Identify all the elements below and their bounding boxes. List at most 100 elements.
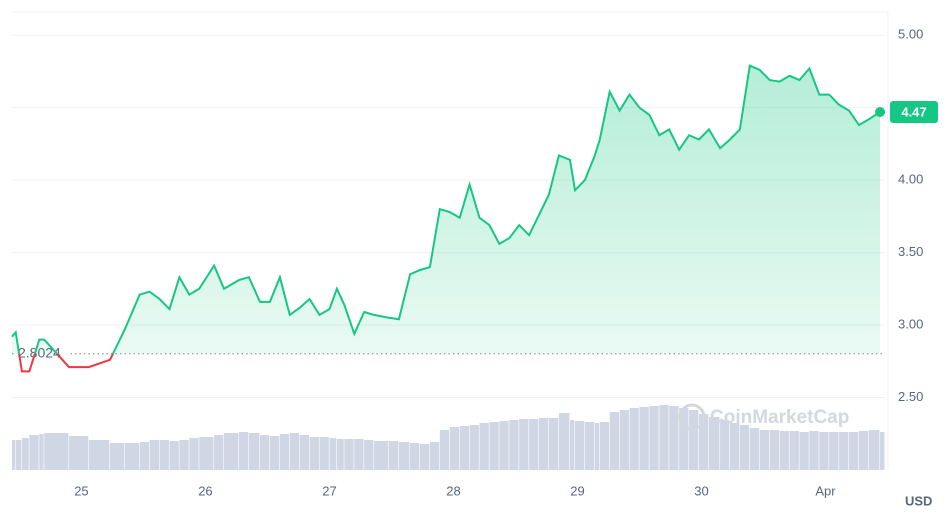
volume-bar	[499, 421, 509, 470]
volume-bar	[109, 443, 125, 470]
volume-bar	[819, 432, 829, 470]
volume-bar	[868, 430, 880, 470]
volume-bar	[769, 430, 779, 470]
volume-bar	[539, 418, 549, 470]
plot: 2.503.003.504.004.505.00252627282930AprC…	[11, 11, 938, 498]
volume-bar	[260, 435, 270, 470]
y-tick-label: 3.00	[898, 317, 923, 332]
volume-bar	[289, 433, 300, 470]
volume-bar	[44, 433, 69, 470]
x-tick-label: 28	[446, 483, 460, 498]
y-tick-label: 3.50	[898, 244, 923, 259]
volume-bar	[398, 442, 410, 470]
volume-bar	[139, 442, 150, 470]
y-tick-label: 4.00	[898, 172, 923, 187]
volume-bar	[189, 438, 199, 470]
volume-bar	[159, 440, 169, 470]
volume-bar	[459, 426, 469, 470]
volume-bar	[649, 406, 659, 470]
volume-bar	[739, 425, 750, 470]
last-point	[875, 107, 886, 118]
volume-bar	[439, 430, 450, 470]
volume-bar	[149, 440, 159, 470]
volume-bar	[839, 432, 849, 470]
area	[12, 65, 881, 354]
volume-bar	[584, 422, 595, 470]
volume-bar	[849, 432, 859, 470]
volume-bar	[749, 428, 760, 470]
volume-bar	[729, 423, 740, 470]
volume-bar	[354, 439, 364, 470]
volume-bar	[558, 413, 570, 470]
volume-bar	[279, 434, 290, 470]
volume-bar	[720, 420, 730, 470]
x-tick-label: Apr	[815, 483, 836, 498]
volume-bar	[248, 433, 260, 470]
volume-bar	[599, 422, 610, 470]
price-line	[11, 64, 881, 354]
last-price-tag	[890, 101, 938, 124]
volume-bar	[469, 425, 479, 470]
volume-bar	[388, 441, 399, 470]
volume-bar	[15, 440, 22, 470]
volume-bar	[214, 435, 224, 470]
volume-bar	[12, 440, 16, 470]
volume-bar	[344, 439, 354, 470]
volume-bar	[309, 437, 319, 470]
volume-bar	[299, 435, 310, 470]
volume-bar	[548, 418, 559, 470]
volume-bar	[809, 431, 819, 470]
volume-bar	[529, 419, 539, 470]
volume-bar	[779, 431, 789, 470]
volume-bar	[21, 438, 29, 470]
volume-bar	[858, 431, 869, 470]
volume-bar	[269, 436, 280, 470]
volume-bar	[679, 408, 689, 470]
volume-bar	[509, 420, 519, 470]
watermark-logo	[678, 403, 706, 431]
volume-bar	[39, 434, 44, 470]
y-tick-label: 5.00	[898, 27, 923, 42]
volume-bar	[319, 437, 329, 470]
volume-bar	[224, 433, 239, 470]
volume-bar	[88, 440, 110, 470]
volume-bar	[519, 419, 529, 470]
volume-bar	[374, 441, 389, 470]
x-tick-label: 29	[570, 483, 584, 498]
volume-bar	[570, 420, 575, 470]
volume-bar	[179, 440, 189, 470]
volume-bar	[419, 444, 430, 470]
volume-bar	[609, 412, 620, 470]
currency-label: USD	[905, 493, 932, 508]
volume-bar	[708, 417, 720, 470]
volume-bar	[69, 436, 89, 470]
volume-bar	[880, 432, 885, 470]
volume-bar	[619, 410, 629, 470]
volume-bar	[364, 440, 374, 470]
x-tick-label: 30	[694, 483, 708, 498]
watermark: CoinMarketCap	[710, 407, 849, 428]
volume-bar	[639, 407, 649, 470]
volume-bar	[594, 423, 600, 470]
volume-bar	[698, 414, 709, 470]
volume-bar	[829, 432, 839, 470]
volume-bar	[329, 438, 337, 470]
volume-bar	[410, 443, 420, 470]
volume-bar	[199, 437, 214, 470]
volume-bar	[689, 410, 699, 470]
volume-bar	[429, 442, 440, 470]
last-price-label: 4.47	[901, 104, 926, 119]
volume-bar	[124, 443, 140, 470]
x-tick-label: 27	[322, 483, 336, 498]
volume-bar	[479, 423, 489, 470]
volume-bar	[629, 408, 639, 470]
volume-bar	[659, 405, 669, 470]
volume-bar	[759, 430, 770, 470]
volume-bar	[238, 432, 249, 470]
volume-bar	[489, 422, 499, 470]
volume-bar	[789, 431, 799, 470]
x-tick-label: 26	[198, 483, 212, 498]
volume-bar	[336, 439, 344, 470]
volume-bar	[29, 435, 39, 470]
